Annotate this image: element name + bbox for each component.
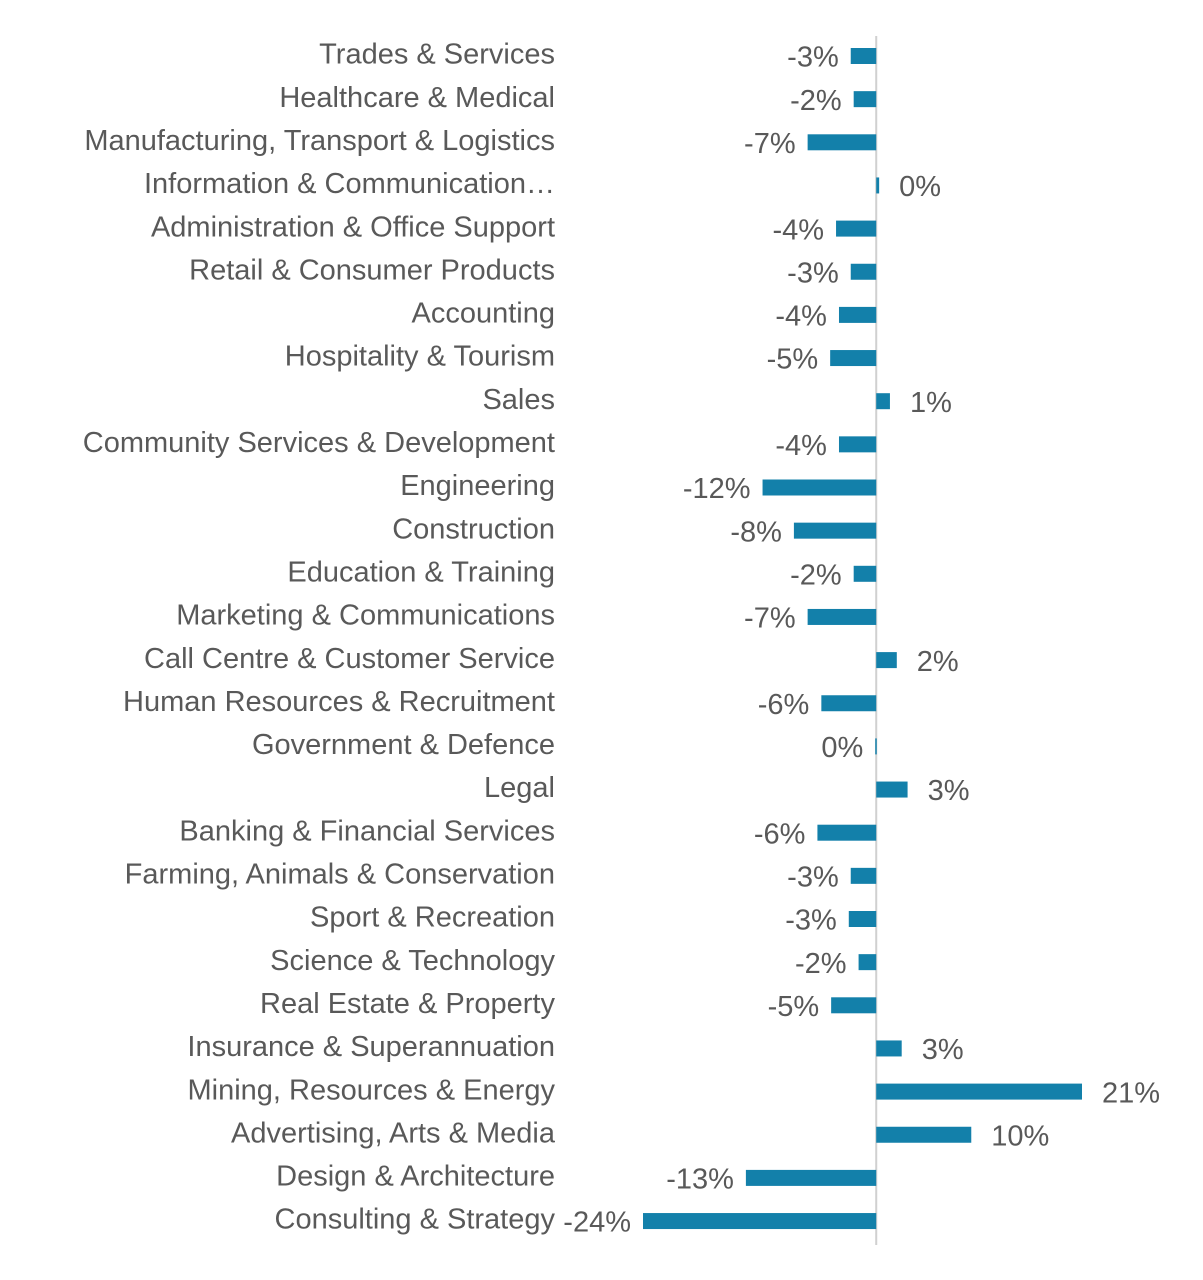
value-label: -6% <box>754 818 806 850</box>
value-label: -5% <box>768 991 820 1023</box>
category-label: Retail & Consumer Products <box>189 254 555 286</box>
category-label: Information & Communication… <box>144 168 555 200</box>
bar <box>850 263 877 280</box>
bar <box>876 1126 972 1143</box>
value-label: -12% <box>683 473 751 505</box>
value-label: 3% <box>922 1034 964 1066</box>
value-label: 10% <box>991 1120 1049 1152</box>
value-label: -3% <box>787 42 839 74</box>
value-label: -3% <box>787 862 839 894</box>
category-label: Marketing & Communications <box>176 600 555 632</box>
bar <box>807 608 877 625</box>
bar <box>848 911 877 927</box>
value-label: -4% <box>775 430 827 462</box>
category-label: Manufacturing, Transport & Logistics <box>84 125 555 157</box>
bar <box>793 522 877 539</box>
category-label: Science & Technology <box>270 945 555 977</box>
category-label: Administration & Office Support <box>151 211 555 243</box>
value-label: -24% <box>563 1207 631 1239</box>
bar <box>643 1213 877 1230</box>
category-label: Real Estate & Property <box>260 988 555 1020</box>
bar <box>830 350 877 367</box>
category-label: Banking & Financial Services <box>179 815 555 847</box>
value-label: -6% <box>758 689 810 721</box>
category-label: Farming, Animals & Conservation <box>125 859 555 891</box>
value-label: -4% <box>775 301 827 333</box>
category-label: Sport & Recreation <box>310 902 555 934</box>
category-label: Mining, Resources & Energy <box>188 1074 556 1106</box>
category-label: Consulting & Strategy <box>275 1204 556 1236</box>
bar <box>745 1169 877 1186</box>
value-label: -7% <box>744 128 796 160</box>
category-label: Hospitality & Tourism <box>285 341 555 373</box>
bar <box>875 738 877 755</box>
category-label: Call Centre & Customer Service <box>144 643 555 675</box>
value-label: 0% <box>899 171 941 203</box>
value-label: 0% <box>821 732 863 764</box>
bar <box>876 652 897 669</box>
value-label: -4% <box>772 214 824 246</box>
bar <box>853 565 877 582</box>
bar <box>821 695 877 712</box>
category-label: Community Services & Development <box>83 427 555 459</box>
category-label: Government & Defence <box>252 729 555 761</box>
value-label: -3% <box>785 905 837 937</box>
bar <box>807 134 877 151</box>
category-label: Trades & Services <box>319 39 555 71</box>
value-label: -3% <box>787 257 839 289</box>
value-label: 3% <box>928 775 970 807</box>
bar <box>876 1083 1082 1100</box>
category-label: Advertising, Arts & Media <box>231 1117 556 1149</box>
value-label: 21% <box>1102 1077 1160 1109</box>
category-label: Construction <box>392 513 555 545</box>
category-label: Sales <box>482 384 555 416</box>
bar <box>817 824 877 841</box>
bar <box>858 954 877 971</box>
value-label: -5% <box>767 344 819 376</box>
category-label: Engineering <box>400 470 555 502</box>
value-label: -2% <box>790 559 842 591</box>
value-label: 1% <box>910 387 952 419</box>
bar <box>850 867 877 884</box>
value-label: 2% <box>917 646 959 678</box>
bar <box>876 1040 902 1057</box>
category-label: Design & Architecture <box>276 1161 555 1193</box>
bar <box>876 177 880 194</box>
value-label: -2% <box>795 948 847 980</box>
bar <box>850 48 877 64</box>
value-label: -7% <box>744 603 796 635</box>
value-label: -13% <box>666 1164 734 1196</box>
bar <box>836 220 877 237</box>
bar <box>762 479 877 496</box>
category-label: Accounting <box>412 298 556 330</box>
category-label: Education & Training <box>287 556 555 588</box>
category-label: Healthcare & Medical <box>279 82 555 114</box>
bar <box>838 436 877 453</box>
category-label: Legal <box>484 772 555 804</box>
bar <box>876 393 890 410</box>
bar <box>838 306 877 323</box>
bar <box>853 91 877 108</box>
value-label: -8% <box>730 516 782 548</box>
category-label: Insurance & Superannuation <box>187 1031 555 1063</box>
bar <box>831 997 877 1014</box>
value-label: -2% <box>790 85 842 117</box>
category-label: Human Resources & Recruitment <box>123 686 555 718</box>
bar <box>876 781 908 798</box>
